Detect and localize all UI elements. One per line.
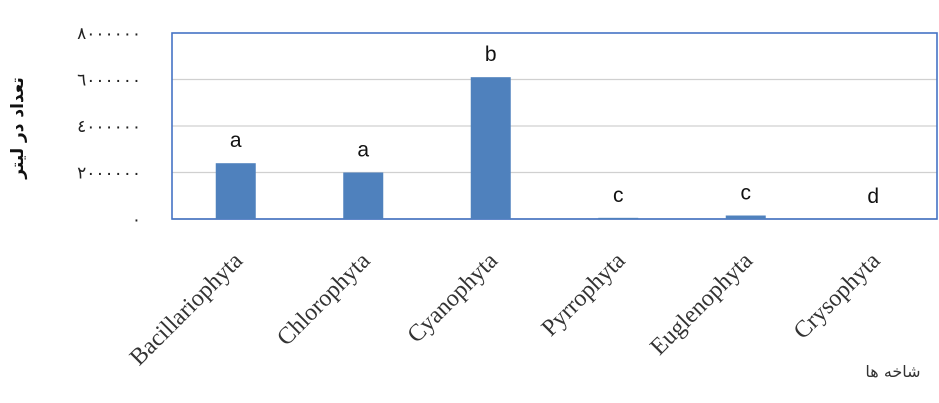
bar-bacillariophyta — [215, 163, 256, 219]
y-axis-ticks: ٠ ٢٠٠٠٠٠٠ ٤٠٠٠٠٠٠ ٦٠٠٠٠٠٠ ٨٠٠٠٠٠٠ — [77, 24, 141, 230]
bar-letter-chlorophyta: a — [357, 139, 369, 162]
x-tick-label: Cyanophyta — [403, 248, 504, 349]
bars — [215, 77, 766, 219]
y-tick-label: ٠ — [132, 210, 141, 230]
y-axis-label: تعداد در لیتر — [8, 77, 28, 180]
y-tick-label: ٤٠٠٠٠٠٠ — [77, 117, 141, 137]
bar-letter-euglenophyta: c — [741, 182, 752, 205]
x-axis-ticks: Bacillariophyta Chlorophyta Cyanophyta Pyrr… — [125, 248, 886, 371]
x-tick-label: Bacillariophyta — [125, 248, 248, 371]
bar-letter-bacillariophyta: a — [230, 129, 242, 152]
bar-chlorophyta — [343, 172, 384, 219]
bar-letter-cyanophyta: b — [485, 43, 497, 66]
y-tick-label: ٢٠٠٠٠٠٠ — [77, 164, 141, 184]
bar-letter-crysophyta: d — [867, 185, 879, 208]
bar-cyanophyta — [470, 77, 511, 219]
bar-euglenophyta — [725, 215, 766, 219]
x-tick-label: Chlorophyta — [272, 248, 375, 351]
bar-letter-pyrrophyta: c — [613, 184, 624, 207]
plot-frame — [171, 32, 938, 220]
bar-letters: a a b c c d — [230, 43, 879, 208]
bar-pyrrophyta — [598, 217, 639, 219]
y-tick-label: ٦٠٠٠٠٠٠ — [77, 71, 141, 91]
y-tick-label: ٨٠٠٠٠٠٠ — [77, 24, 141, 44]
x-tick-label: Euglenophyta — [645, 248, 758, 361]
gridlines — [172, 78, 937, 220]
x-axis-label: شاخه ها — [865, 362, 920, 381]
x-tick-label: Crysophyta — [789, 248, 886, 345]
x-tick-label: Pyrrophyta — [537, 248, 631, 342]
